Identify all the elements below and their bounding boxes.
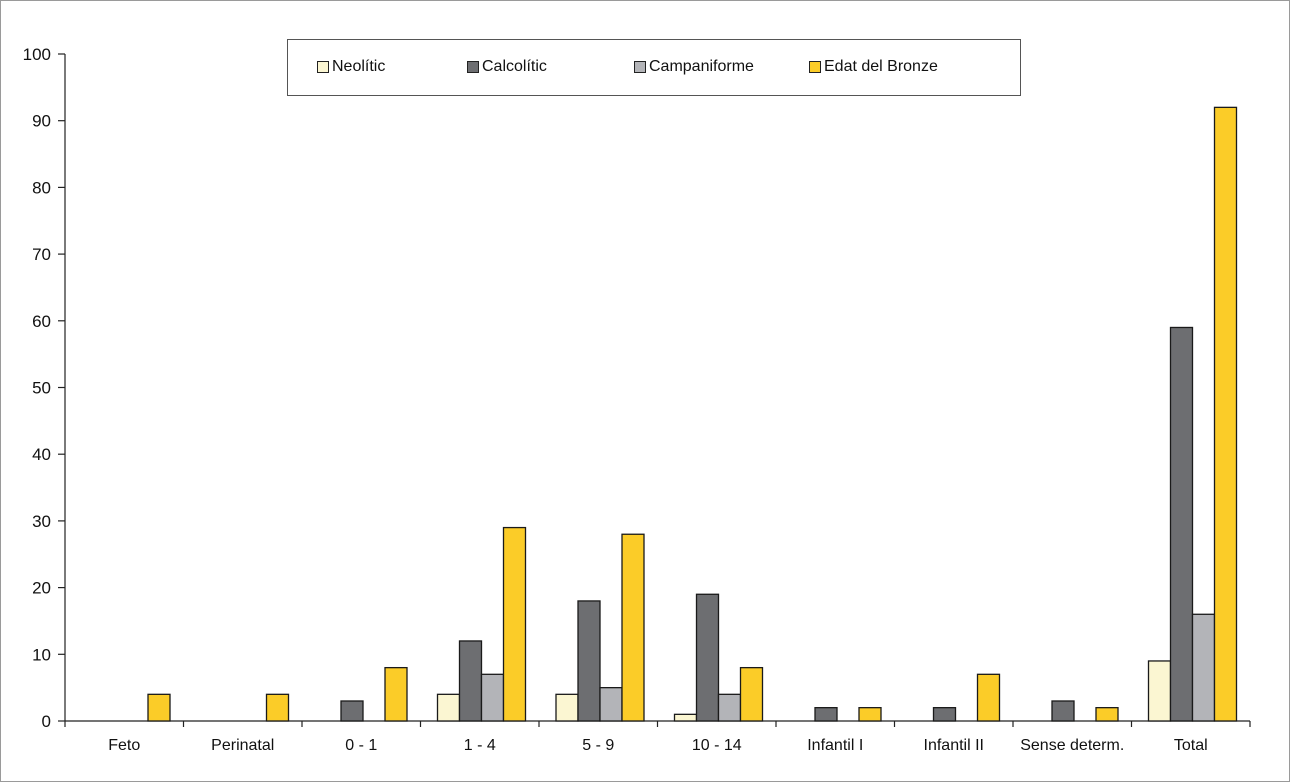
y-tick-label: 30 <box>32 512 51 531</box>
legend-swatch-neolitic <box>317 61 329 73</box>
legend-label-neolitic: Neolític <box>332 58 386 75</box>
bar <box>695 593 720 722</box>
bar <box>480 673 505 722</box>
x-tick-label: Total <box>1174 737 1208 754</box>
y-tick-label: 100 <box>23 45 51 64</box>
y-tick-label: 50 <box>32 379 51 398</box>
y-tick-label: 40 <box>32 445 51 464</box>
bar <box>1169 326 1194 722</box>
bar <box>147 693 171 722</box>
bar <box>436 693 461 722</box>
x-tick-label: 5 - 9 <box>582 737 614 754</box>
y-tick-label: 0 <box>42 712 51 731</box>
legend-item-neolitic: Neolític <box>317 58 385 76</box>
bar <box>814 707 838 722</box>
bar <box>717 693 742 722</box>
legend: Neolític Calcolític Campaniforme Edat de… <box>287 39 1021 96</box>
bar <box>458 640 483 722</box>
x-tick-label: Perinatal <box>211 737 274 754</box>
legend-swatch-campaniforme <box>634 61 646 73</box>
legend-swatch-edat-del-bronze <box>809 61 821 73</box>
bar <box>599 687 623 722</box>
bar <box>976 673 1001 722</box>
y-tick-label: 10 <box>32 645 51 664</box>
bar <box>1095 707 1119 722</box>
plot-area: 0 10 20 30 40 50 60 70 80 90 100 Feto Perinatal 0 - 1… <box>23 45 1251 754</box>
x-tick-label: Feto <box>108 737 140 754</box>
bar <box>621 533 645 722</box>
legend-item-campaniforme: Campaniforme <box>634 58 754 76</box>
bar <box>858 707 882 722</box>
x-tick-label: Sense determ. <box>1020 737 1124 754</box>
bar <box>932 707 957 722</box>
y-tick-label: 90 <box>32 112 51 131</box>
x-tick-label: Infantil I <box>807 737 863 754</box>
x-tick-label: 10 - 14 <box>692 737 742 754</box>
bar <box>1191 613 1216 722</box>
bar <box>673 713 698 722</box>
bar <box>555 693 579 722</box>
bar <box>384 666 408 722</box>
y-tick-label: 60 <box>32 312 51 331</box>
legend-label-calcolitic: Calcolític <box>482 58 547 75</box>
bar <box>1213 106 1238 722</box>
bar <box>340 700 364 722</box>
legend-label-campaniforme: Campaniforme <box>649 58 754 75</box>
legend-label-edat-del-bronze: Edat del Bronze <box>824 58 938 75</box>
y-tick-label: 20 <box>32 579 51 598</box>
y-tick-label: 80 <box>32 178 51 197</box>
bar <box>1147 660 1172 722</box>
legend-swatch-calcolitic <box>467 61 479 73</box>
x-tick-label: 1 - 4 <box>464 737 496 754</box>
bar <box>265 693 290 722</box>
bar <box>577 600 601 722</box>
bar <box>502 526 527 722</box>
legend-item-edat-del-bronze: Edat del Bronze <box>809 58 938 76</box>
x-tick-label: Infantil II <box>924 737 984 754</box>
y-tick-label: 70 <box>32 245 51 264</box>
bar <box>1051 700 1075 722</box>
legend-item-calcolitic: Calcolític <box>467 58 547 76</box>
x-tick-label: 0 - 1 <box>345 737 377 754</box>
bar <box>739 666 764 722</box>
